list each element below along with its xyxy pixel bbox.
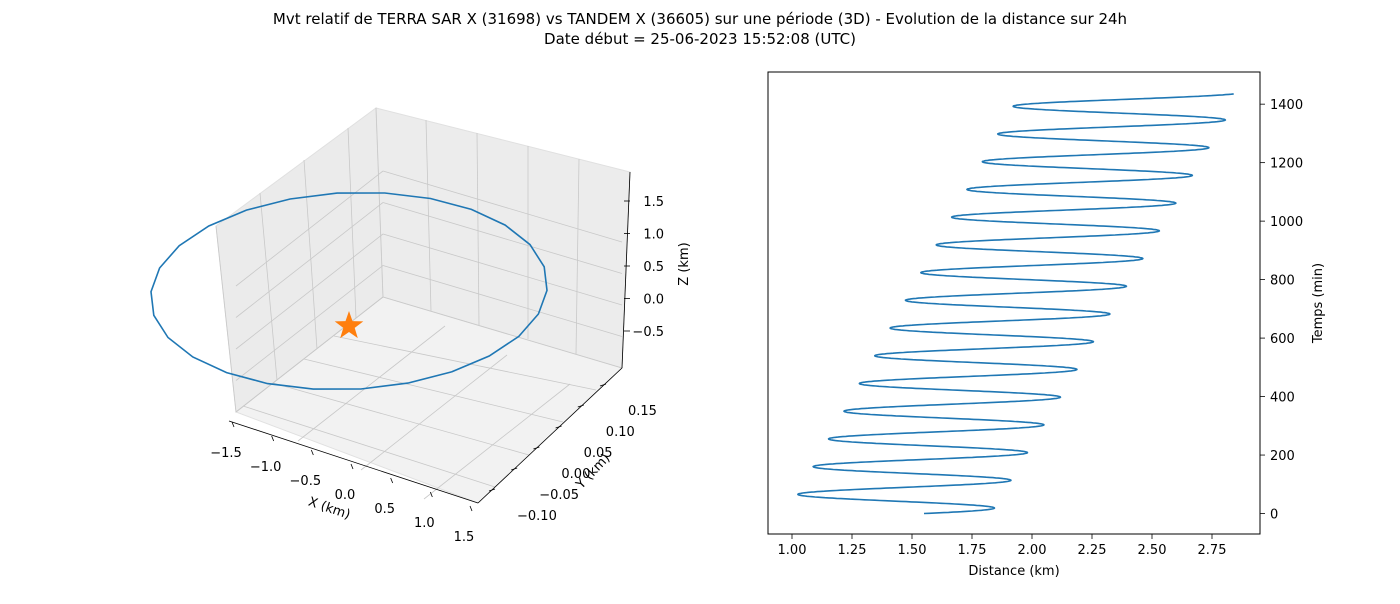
grid-line xyxy=(303,159,318,350)
orbit-line xyxy=(150,192,548,390)
x-axis-line xyxy=(228,420,479,504)
x-tick-label: 1.0 xyxy=(414,516,435,531)
y-tick-label: 0.00 xyxy=(561,467,590,482)
y-tick xyxy=(488,488,496,492)
distance-tick-label: 2.50 xyxy=(1138,543,1167,558)
grid-line xyxy=(575,158,580,355)
x-tick-label: 0.0 xyxy=(335,488,356,503)
x-tick xyxy=(271,435,275,442)
z-tick-label: 1.5 xyxy=(643,195,664,210)
grid-line xyxy=(476,132,480,326)
distance-tick-label: 1.75 xyxy=(958,543,987,558)
distance-time-chart: 1.00 1.25 1.50 1.75 2.00 2.25 2.50 2.75 0 200 400 6… xyxy=(767,71,1326,579)
grid-line xyxy=(215,225,237,413)
grid-line xyxy=(272,382,530,456)
grid-line xyxy=(375,107,384,298)
grid-line xyxy=(259,192,278,381)
time-tick-label: 1400 xyxy=(1270,98,1303,113)
grid-line xyxy=(235,296,384,413)
y-tick xyxy=(555,425,562,429)
axes-2d: 1.00 1.25 1.50 1.75 2.00 2.25 2.50 2.75 0 200 400 6… xyxy=(778,98,1304,558)
grid-line xyxy=(235,202,384,318)
orbit-3d-chart: −1.5 −1.0 −0.5 0.0 0.5 1.0 1.5 −0.10 −0.05 0.00 0.… xyxy=(150,107,692,545)
y-axis-line xyxy=(477,367,623,504)
grid-line xyxy=(382,296,623,369)
grid-line xyxy=(347,127,357,319)
time-tick-label: 800 xyxy=(1270,274,1295,289)
y-tick-label: 0.05 xyxy=(584,446,613,461)
grid-line xyxy=(235,265,384,381)
x-tick xyxy=(310,449,314,456)
distance-tick-label: 1.50 xyxy=(898,543,927,558)
figure-title-line2: Date début = 25-06-2023 15:52:08 (UTC) xyxy=(544,30,856,48)
distance-axis-label: Distance (km) xyxy=(968,564,1059,579)
y-tick-label: 0.10 xyxy=(606,425,635,440)
z-tick-label: 0.0 xyxy=(643,293,664,308)
x-tick xyxy=(469,505,473,512)
grid-line xyxy=(360,354,508,471)
grid-line xyxy=(235,170,384,287)
time-tick-label: 400 xyxy=(1270,391,1295,406)
time-tick-label: 200 xyxy=(1270,449,1295,464)
grid-line xyxy=(382,265,623,337)
grid-line xyxy=(297,325,446,442)
y-tick-label: −0.05 xyxy=(539,488,579,503)
figure-title-line1: Mvt relatif de TERRA SAR X (31698) vs TA… xyxy=(273,10,1127,28)
x-tick-label: 1.5 xyxy=(454,530,475,545)
y-tick-label: −0.10 xyxy=(517,509,557,524)
grid-line xyxy=(333,335,597,391)
x-tick-label: −0.5 xyxy=(290,474,322,489)
grid-line xyxy=(235,233,384,350)
x-tick xyxy=(390,477,394,484)
distance-tick-label: 2.75 xyxy=(1198,543,1227,558)
x-tick-label: −1.5 xyxy=(210,446,242,461)
z-tick-label: 0.5 xyxy=(643,260,664,275)
grid-line xyxy=(382,233,623,306)
z-tick-label: 1.0 xyxy=(643,228,664,243)
satellite-star-marker xyxy=(334,311,364,339)
y-tick-label: 0.15 xyxy=(628,404,657,419)
x-tick-label: −1.0 xyxy=(250,460,282,475)
plot-area xyxy=(767,71,1261,535)
grid-3d xyxy=(215,107,631,500)
grid-line xyxy=(242,405,496,488)
grid-line xyxy=(382,170,623,243)
z-tick-label: −0.5 xyxy=(632,325,664,340)
time-tick-label: 600 xyxy=(1270,332,1295,347)
time-tick-label: 1200 xyxy=(1270,157,1303,172)
y-tick xyxy=(577,404,584,408)
x-tick xyxy=(350,463,354,470)
distance-line xyxy=(797,93,1234,515)
grid-line xyxy=(382,202,623,274)
time-axis-label: Temps (min) xyxy=(1311,263,1326,344)
grid-line xyxy=(423,383,571,500)
z-axis-label: Z (km) xyxy=(677,242,692,285)
distance-tick-label: 2.25 xyxy=(1078,543,1107,558)
y-tick xyxy=(511,467,518,471)
axes-3d: −1.5 −1.0 −0.5 0.0 0.5 1.0 1.5 −0.10 −0.05 0.00 0.… xyxy=(210,171,664,545)
y-tick xyxy=(533,446,540,450)
distance-tick-label: 2.00 xyxy=(1018,543,1047,558)
grid-line xyxy=(303,358,564,423)
x-tick xyxy=(429,491,433,498)
y-tick xyxy=(599,383,607,387)
time-tick-label: 1000 xyxy=(1270,215,1303,230)
z-axis-line xyxy=(621,171,631,369)
time-tick-label: 0 xyxy=(1270,508,1278,523)
x-tick-label: 0.5 xyxy=(374,502,395,517)
distance-tick-label: 1.25 xyxy=(838,543,867,558)
x-tick xyxy=(231,421,235,428)
distance-tick-label: 1.00 xyxy=(778,543,807,558)
